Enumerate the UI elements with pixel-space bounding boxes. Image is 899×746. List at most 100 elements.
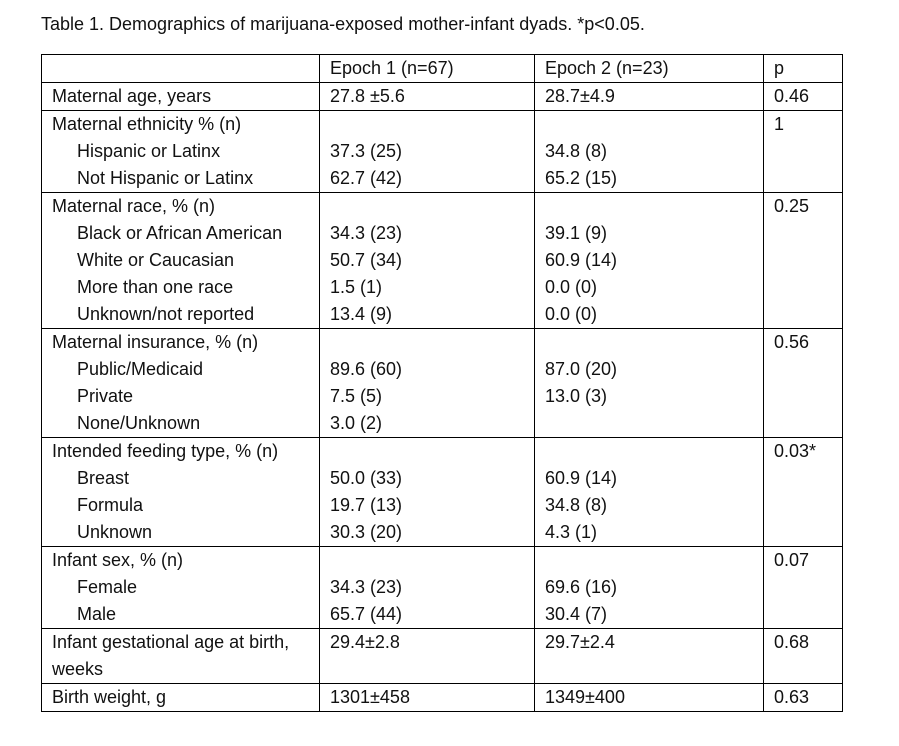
p-value	[763, 383, 843, 410]
subrow-label: White or Caucasian	[41, 247, 320, 274]
epoch2-value: 69.6 (16)	[534, 574, 764, 601]
section-birth-weight: Birth weight, g 1301±458 1349±400 0.63	[41, 683, 843, 712]
epoch2-value: 0.0 (0)	[534, 301, 764, 329]
table-row: Not Hispanic or Latinx 62.7 (42) 65.2 (1…	[41, 165, 843, 193]
subrow-label: None/Unknown	[41, 410, 320, 438]
row-label: Intended feeding type, % (n)	[41, 437, 320, 465]
p-value: 0.25	[763, 192, 843, 220]
epoch1-value	[319, 192, 535, 220]
section-maternal-insurance: Maternal insurance, % (n) 0.56 Public/Me…	[41, 328, 843, 438]
p-value	[763, 410, 843, 438]
subrow-label: Hispanic or Latinx	[41, 138, 320, 165]
p-value	[763, 220, 843, 247]
epoch1-value: 30.3 (20)	[319, 519, 535, 547]
header-epoch2-cell: Epoch 2 (n=23)	[534, 54, 764, 83]
table-header-row: Epoch 1 (n=67) Epoch 2 (n=23) p	[41, 54, 843, 83]
table-row: Private 7.5 (5) 13.0 (3)	[41, 383, 843, 410]
epoch2-value: 4.3 (1)	[534, 519, 764, 547]
epoch1-value: 34.3 (23)	[319, 220, 535, 247]
table-row: Unknown/not reported 13.4 (9) 0.0 (0)	[41, 301, 843, 329]
row-label: Maternal race, % (n)	[41, 192, 320, 220]
epoch2-value	[534, 410, 764, 438]
table-row: Female 34.3 (23) 69.6 (16)	[41, 574, 843, 601]
p-value	[763, 356, 843, 383]
row-label: Maternal ethnicity % (n)	[41, 110, 320, 138]
epoch1-value: 65.7 (44)	[319, 601, 535, 629]
epoch2-value	[534, 328, 764, 356]
table-row: White or Caucasian 50.7 (34) 60.9 (14)	[41, 247, 843, 274]
epoch1-value	[319, 546, 535, 574]
epoch2-value: 28.7±4.9	[534, 82, 764, 111]
epoch1-value: 34.3 (23)	[319, 574, 535, 601]
section-maternal-ethnicity: Maternal ethnicity % (n) 1 Hispanic or L…	[41, 110, 843, 193]
epoch2-value: 60.9 (14)	[534, 247, 764, 274]
p-value	[763, 492, 843, 519]
epoch1-value: 62.7 (42)	[319, 165, 535, 193]
epoch1-value: 19.7 (13)	[319, 492, 535, 519]
table-row: More than one race 1.5 (1) 0.0 (0)	[41, 274, 843, 301]
subrow-label: More than one race	[41, 274, 320, 301]
epoch2-value: 34.8 (8)	[534, 138, 764, 165]
epoch2-value: 29.7±2.4	[534, 628, 764, 684]
table-row: Public/Medicaid 89.6 (60) 87.0 (20)	[41, 356, 843, 383]
epoch2-value: 65.2 (15)	[534, 165, 764, 193]
epoch2-value: 13.0 (3)	[534, 383, 764, 410]
epoch1-value: 50.7 (34)	[319, 247, 535, 274]
epoch1-value: 37.3 (25)	[319, 138, 535, 165]
table-row: Breast 50.0 (33) 60.9 (14)	[41, 465, 843, 492]
epoch1-value: 1301±458	[319, 683, 535, 712]
section-maternal-race: Maternal race, % (n) 0.25 Black or Afric…	[41, 192, 843, 329]
section-infant-sex: Infant sex, % (n) 0.07 Female 34.3 (23) …	[41, 546, 843, 629]
p-value: 0.03*	[763, 437, 843, 465]
epoch1-value	[319, 437, 535, 465]
row-label: Maternal insurance, % (n)	[41, 328, 320, 356]
epoch1-value: 89.6 (60)	[319, 356, 535, 383]
subrow-label: Unknown	[41, 519, 320, 547]
epoch1-value: 27.8 ±5.6	[319, 82, 535, 111]
demographics-table: Epoch 1 (n=67) Epoch 2 (n=23) p Maternal…	[41, 54, 843, 712]
section-gestational-age: Infant gestational age at birth, weeks 2…	[41, 628, 843, 684]
epoch2-value: 30.4 (7)	[534, 601, 764, 629]
p-value	[763, 519, 843, 547]
epoch2-value: 39.1 (9)	[534, 220, 764, 247]
table-row: Infant sex, % (n) 0.07	[41, 546, 843, 574]
epoch2-value	[534, 437, 764, 465]
p-value	[763, 165, 843, 193]
epoch1-value	[319, 328, 535, 356]
p-value: 0.68	[763, 628, 843, 684]
epoch2-value: 34.8 (8)	[534, 492, 764, 519]
section-maternal-age: Maternal age, years 27.8 ±5.6 28.7±4.9 0…	[41, 82, 843, 111]
epoch2-value	[534, 110, 764, 138]
table-row: Hispanic or Latinx 37.3 (25) 34.8 (8)	[41, 138, 843, 165]
table-row: Maternal insurance, % (n) 0.56	[41, 328, 843, 356]
epoch1-value: 7.5 (5)	[319, 383, 535, 410]
p-value	[763, 247, 843, 274]
epoch2-value: 0.0 (0)	[534, 274, 764, 301]
p-value	[763, 274, 843, 301]
table-row: Infant gestational age at birth, weeks 2…	[41, 628, 843, 684]
subrow-label: Unknown/not reported	[41, 301, 320, 329]
subrow-label: Public/Medicaid	[41, 356, 320, 383]
p-value	[763, 465, 843, 492]
table-row: Birth weight, g 1301±458 1349±400 0.63	[41, 683, 843, 712]
epoch2-value	[534, 192, 764, 220]
epoch1-value: 1.5 (1)	[319, 274, 535, 301]
subrow-label: Male	[41, 601, 320, 629]
row-label: Birth weight, g	[41, 683, 320, 712]
epoch2-value: 87.0 (20)	[534, 356, 764, 383]
header-epoch1-cell: Epoch 1 (n=67)	[319, 54, 535, 83]
epoch1-value: 13.4 (9)	[319, 301, 535, 329]
epoch2-value: 60.9 (14)	[534, 465, 764, 492]
p-value: 0.56	[763, 328, 843, 356]
table-row: Intended feeding type, % (n) 0.03*	[41, 437, 843, 465]
header-p-cell: p	[763, 54, 843, 83]
subrow-label: Black or African American	[41, 220, 320, 247]
epoch1-value: 3.0 (2)	[319, 410, 535, 438]
table-row: Maternal race, % (n) 0.25	[41, 192, 843, 220]
table-row: Black or African American 34.3 (23) 39.1…	[41, 220, 843, 247]
subrow-label: Not Hispanic or Latinx	[41, 165, 320, 193]
table-row: Maternal age, years 27.8 ±5.6 28.7±4.9 0…	[41, 82, 843, 111]
p-value: 0.46	[763, 82, 843, 111]
epoch2-value	[534, 546, 764, 574]
p-value	[763, 138, 843, 165]
